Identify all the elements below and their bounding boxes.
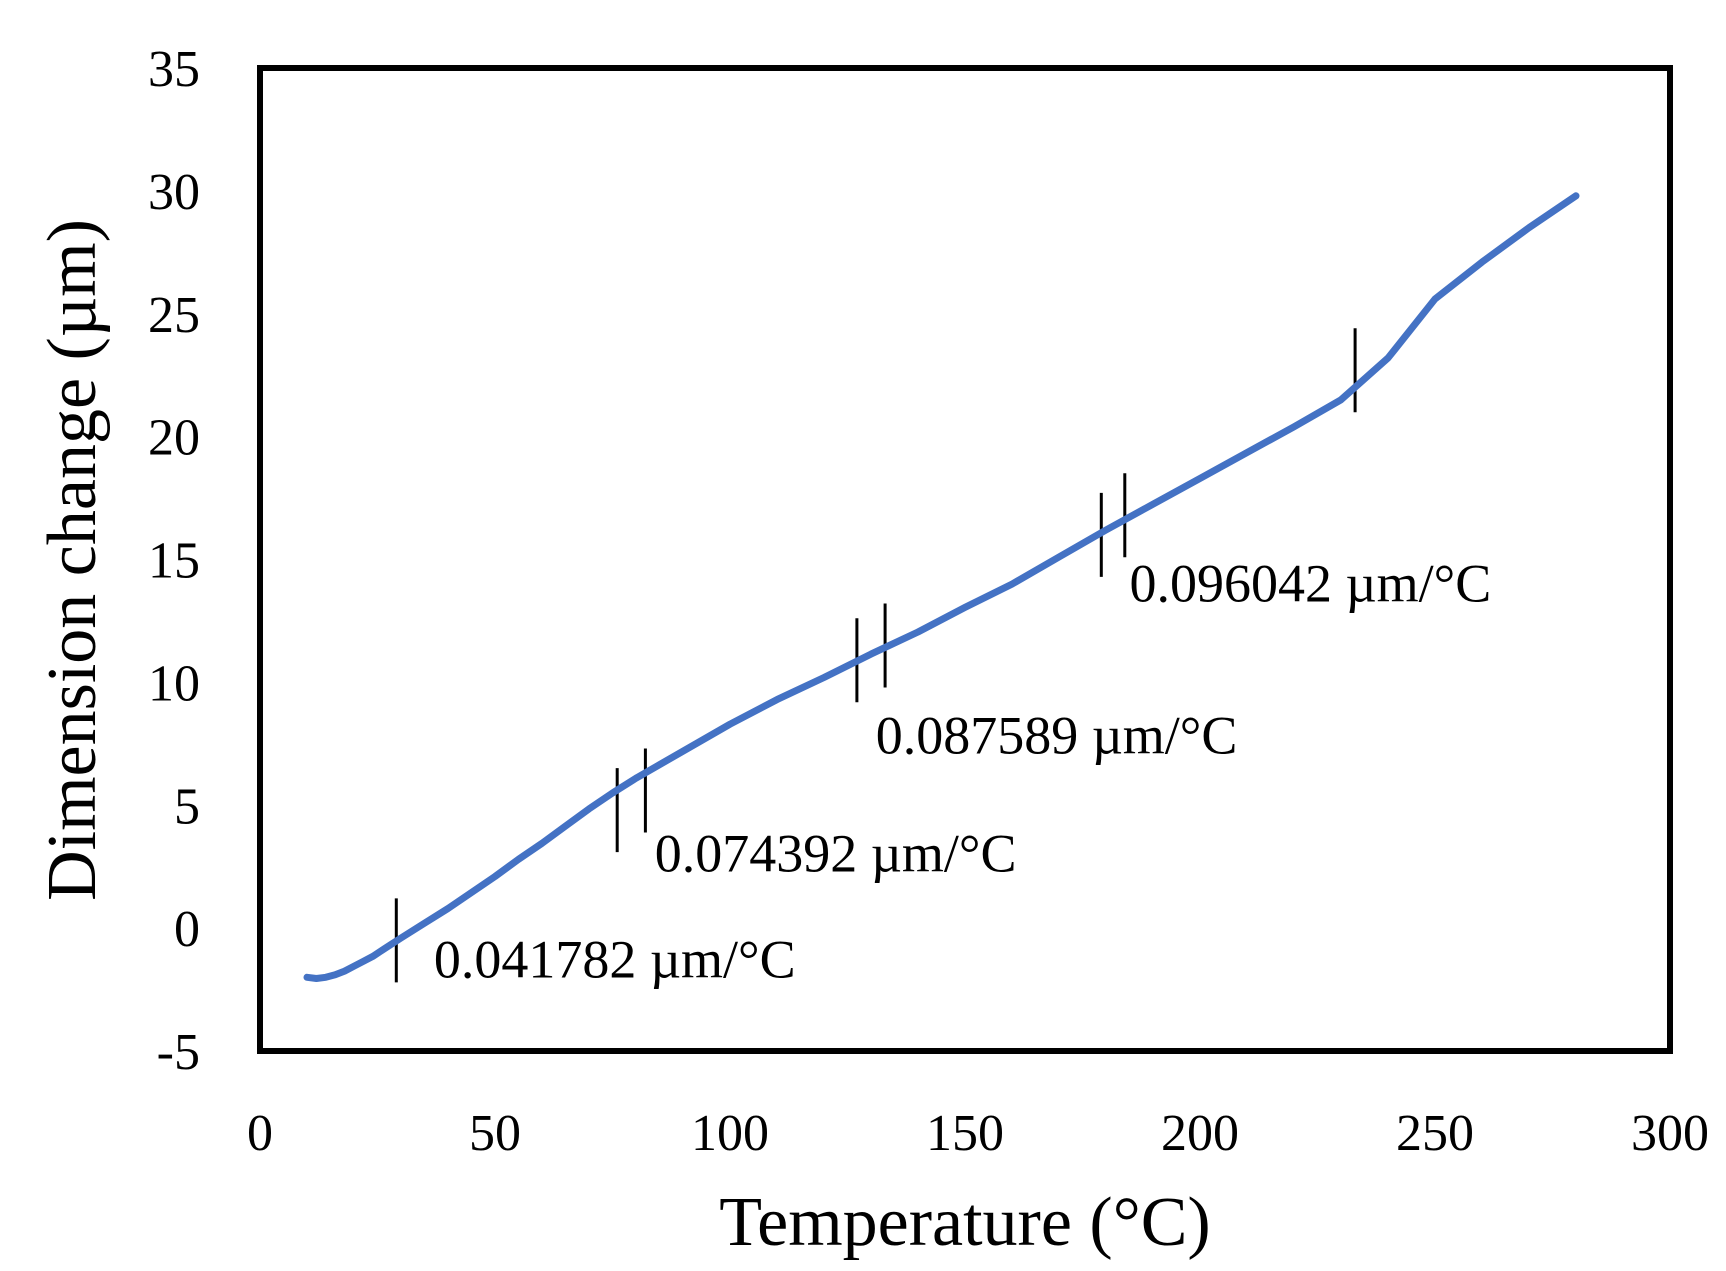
y-axis-title: Dimension change (µm) <box>34 219 111 901</box>
y-tick-label-20: 20 <box>148 410 200 467</box>
x-tick-label-100: 100 <box>691 1105 769 1162</box>
annotations: 0.041782 µm/°C 0.074392 µm/°C 0.087589 µm/… <box>434 553 1491 989</box>
x-tick-label-200: 200 <box>1161 1105 1239 1162</box>
x-axis-title: Temperature (°C) <box>719 1184 1210 1261</box>
slope-label-3: 0.087589 µm/°C <box>876 706 1238 766</box>
y-tick-label-25: 25 <box>148 287 200 344</box>
y-tick-label-5: 5 <box>174 778 200 835</box>
x-tick-label-250: 250 <box>1396 1105 1474 1162</box>
y-axis-ticks: -5 0 5 10 15 20 25 30 35 <box>148 41 200 1081</box>
y-tick-label--5: -5 <box>157 1024 200 1081</box>
y-tick-label-30: 30 <box>148 164 200 221</box>
slope-label-2: 0.074392 µm/°C <box>655 824 1017 884</box>
plot-frame <box>257 65 1673 1054</box>
x-tick-label-150: 150 <box>926 1105 1004 1162</box>
y-tick-label-10: 10 <box>148 655 200 712</box>
slope-label-1: 0.041782 µm/°C <box>434 929 796 989</box>
series-line-1 <box>303 192 1580 982</box>
y-tick-label-35: 35 <box>148 41 200 98</box>
slope-label-4: 0.096042 µm/°C <box>1130 553 1492 613</box>
x-tick-label-300: 300 <box>1631 1105 1709 1162</box>
x-tick-label-50: 50 <box>469 1105 521 1162</box>
x-tick-label-0: 0 <box>247 1105 273 1162</box>
x-axis-ticks: 0 50 100 150 200 250 300 <box>247 1105 1709 1162</box>
y-tick-label-0: 0 <box>174 901 200 958</box>
y-tick-label-15: 15 <box>148 533 200 590</box>
series-layer <box>303 192 1580 982</box>
